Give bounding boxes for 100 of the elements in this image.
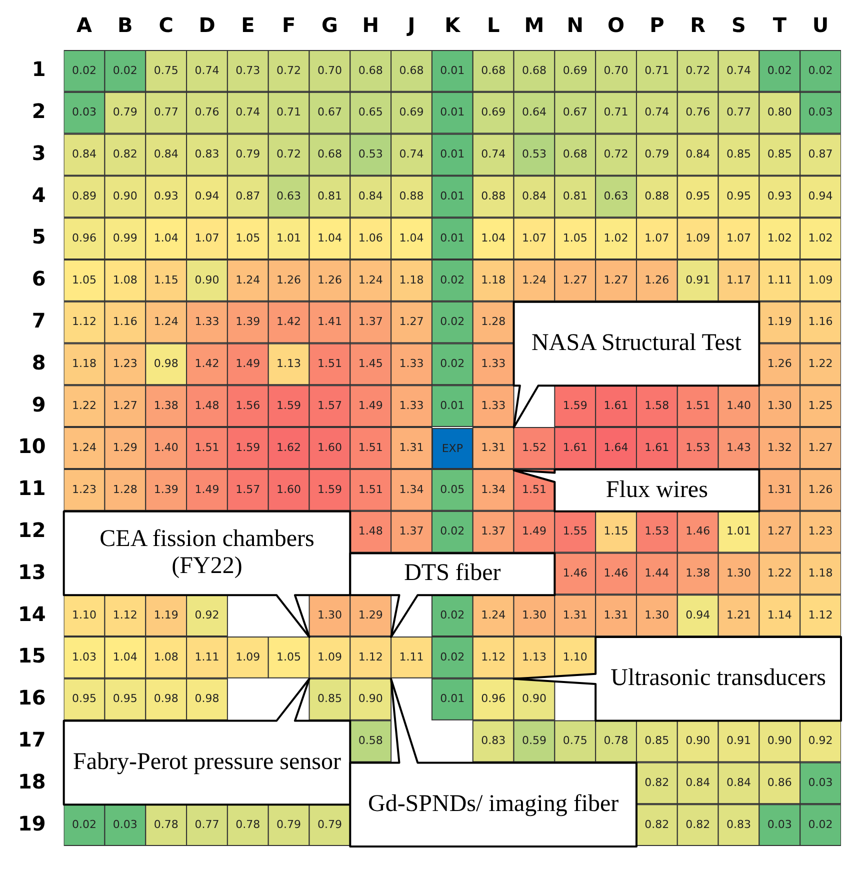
data-label: 0.68 — [399, 64, 424, 77]
x-tick-label: A — [76, 13, 93, 38]
data-label: 1.30 — [317, 608, 342, 622]
data-label: 1.27 — [562, 273, 588, 286]
data-label: 0.77 — [194, 818, 220, 831]
data-label: 1.64 — [604, 440, 628, 454]
data-label: 1.05 — [276, 650, 302, 664]
y-tick-label: 11 — [18, 476, 46, 500]
y-tick-label: 2 — [32, 99, 46, 124]
data-label: 1.61 — [604, 398, 628, 412]
y-tick-label: 14 — [18, 602, 46, 626]
data-label: 0.94 — [686, 608, 710, 622]
data-label: 0.01 — [440, 398, 465, 412]
data-label: 1.45 — [358, 357, 383, 370]
data-label: 0.02 — [112, 64, 138, 77]
data-label: 1.31 — [604, 608, 628, 622]
data-label: 1.16 — [112, 315, 138, 328]
x-tick-label: C — [158, 13, 174, 38]
data-label: 0.69 — [481, 106, 506, 119]
y-tick-label: 5 — [32, 224, 46, 249]
x-tick-label: R — [690, 13, 706, 38]
annotation: Ultrasonic transducers — [610, 665, 826, 693]
data-label: 1.19 — [767, 315, 792, 328]
data-label: 0.02 — [440, 315, 465, 328]
data-label: 1.04 — [112, 650, 138, 664]
y-tick-label: 12 — [18, 518, 46, 542]
data-label: 1.46 — [562, 566, 588, 580]
data-label: 0.70 — [317, 64, 342, 77]
data-label: 1.37 — [481, 524, 506, 538]
x-tick-label: S — [732, 13, 746, 38]
data-label: 0.84 — [358, 189, 383, 202]
data-label: 1.04 — [154, 231, 178, 244]
data-label: 1.43 — [726, 440, 751, 454]
data-label: 1.15 — [604, 524, 628, 538]
data-label: 0.99 — [112, 231, 138, 244]
y-tick-label: 17 — [18, 727, 46, 752]
data-label: 0.73 — [236, 64, 260, 77]
data-label: 1.44 — [644, 566, 670, 580]
data-label: 1.55 — [562, 524, 588, 538]
annotation: NASA Structural Test — [532, 330, 742, 358]
data-label: 1.18 — [72, 357, 97, 370]
data-label: 1.12 — [72, 315, 97, 328]
data-label: 0.96 — [481, 692, 506, 706]
data-label: 0.68 — [481, 64, 506, 77]
data-label: 0.88 — [481, 189, 506, 202]
data-label: 1.51 — [194, 440, 220, 454]
data-label: 1.04 — [481, 231, 506, 244]
data-label: 1.48 — [194, 398, 220, 412]
data-label: 1.24 — [481, 608, 506, 622]
data-label: 0.81 — [317, 189, 342, 202]
data-label: 0.95 — [726, 189, 751, 202]
data-label: 0.72 — [276, 148, 302, 161]
data-label: 0.75 — [154, 64, 178, 77]
data-label: 1.18 — [481, 273, 506, 286]
data-label: 1.22 — [72, 398, 97, 412]
data-label: 1.60 — [276, 482, 302, 496]
data-label: 0.79 — [317, 818, 342, 831]
data-label: 1.04 — [317, 231, 342, 244]
data-label: 1.56 — [236, 398, 260, 412]
data-label: 0.85 — [726, 148, 751, 161]
data-label: 1.01 — [726, 524, 751, 538]
data-label: 1.39 — [154, 482, 178, 496]
data-label: 0.98 — [154, 357, 178, 370]
data-label: 0.93 — [767, 189, 792, 202]
y-tick-label: 1 — [32, 57, 46, 82]
data-label: 1.12 — [481, 650, 506, 664]
data-label: 0.78 — [154, 818, 178, 831]
x-tick-label: J — [406, 13, 416, 38]
data-label: 1.18 — [399, 273, 424, 286]
data-label: 0.01 — [440, 64, 465, 77]
data-label: 0.80 — [767, 106, 792, 119]
data-label: 0.02 — [440, 273, 465, 286]
data-label: 1.28 — [481, 315, 506, 328]
data-label: 1.57 — [236, 482, 260, 496]
data-label: 1.14 — [767, 608, 792, 622]
data-label: 0.77 — [726, 106, 751, 119]
data-label: 0.77 — [154, 106, 178, 119]
data-label: 1.41 — [317, 315, 342, 328]
data-label: 1.60 — [317, 440, 342, 454]
data-label: 0.71 — [644, 64, 670, 77]
data-label: 1.27 — [808, 440, 833, 454]
data-label: 0.74 — [236, 106, 260, 119]
data-label: 1.07 — [726, 231, 751, 244]
data-label: 1.29 — [112, 440, 138, 454]
data-label: 0.74 — [481, 148, 506, 161]
exp-block: EXP — [432, 428, 473, 469]
data-label: 1.59 — [562, 398, 588, 412]
data-label: 0.72 — [276, 64, 302, 77]
data-label: 0.84 — [686, 148, 710, 161]
data-label: 1.24 — [522, 273, 546, 286]
data-label: 0.02 — [440, 608, 465, 622]
data-label: 1.51 — [317, 357, 342, 370]
data-label: 1.59 — [236, 440, 260, 454]
data-label: 0.03 — [808, 106, 833, 119]
data-label: 0.70 — [604, 64, 628, 77]
data-label: 1.12 — [112, 608, 138, 622]
data-label: 1.39 — [236, 315, 260, 328]
data-label: 1.09 — [236, 650, 260, 664]
data-label: 0.76 — [686, 106, 710, 119]
data-label: 0.90 — [194, 273, 220, 286]
